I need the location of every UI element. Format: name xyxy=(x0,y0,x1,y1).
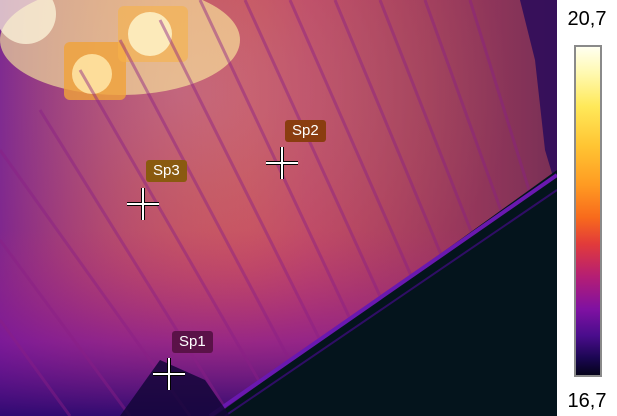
spot-marker-sp3[interactable] xyxy=(125,186,161,222)
crosshair-icon xyxy=(153,358,185,390)
spot-label-sp1: Sp1 xyxy=(172,331,213,353)
scale-max-label: 20,7 xyxy=(567,8,607,30)
spot-marker-sp1[interactable] xyxy=(151,356,187,392)
crosshair-icon xyxy=(266,147,298,179)
spot-marker-sp2[interactable] xyxy=(264,145,300,181)
spot-label-sp3: Sp3 xyxy=(146,160,187,182)
thermal-image: Sp1 Sp2 Sp3 xyxy=(0,0,557,416)
spot-label-sp2: Sp2 xyxy=(285,120,326,142)
temperature-scale-bar xyxy=(574,45,602,377)
crosshair-icon xyxy=(127,188,159,220)
thermal-image-drawing xyxy=(0,0,557,416)
scale-min-label: 16,7 xyxy=(567,390,607,412)
